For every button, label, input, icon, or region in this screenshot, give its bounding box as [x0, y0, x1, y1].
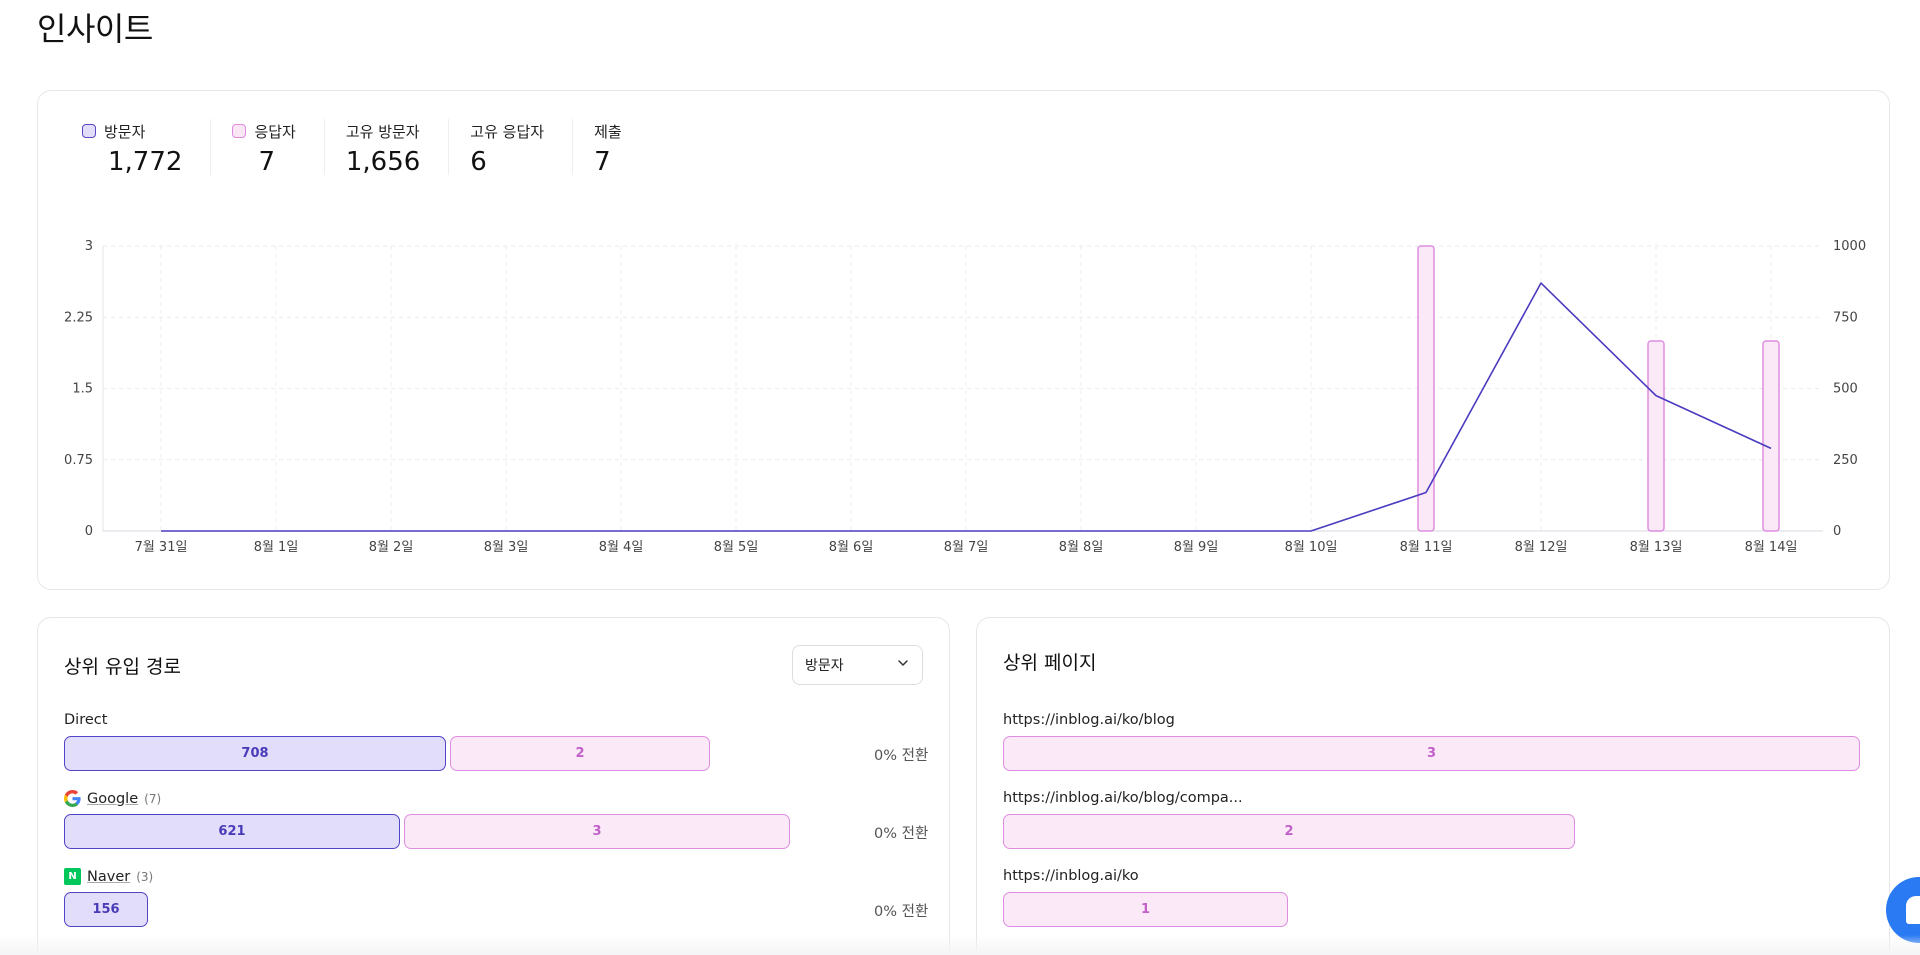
metric-dropdown[interactable]: 방문자 — [792, 645, 923, 685]
top-pages-card: 상위 페이지 https://inblog.ai/ko/blog 3 https… — [976, 617, 1890, 955]
x-tick-label: 8월 1일 — [254, 540, 299, 555]
y-left-tick-label: 1.5 — [72, 382, 93, 397]
stat-value: 6 — [470, 147, 487, 177]
stat-label: 응답자 — [254, 122, 296, 141]
x-tick-label: 8월 6일 — [829, 540, 874, 555]
chat-icon — [1906, 896, 1920, 924]
stat-submissions: 제출 7 — [572, 119, 650, 177]
stat-unique-responders: 고유 응답자 6 — [448, 119, 572, 177]
google-icon — [64, 790, 81, 807]
y-right-tick-label: 250 — [1833, 453, 1858, 468]
x-tick-label: 7월 31일 — [135, 540, 188, 555]
bar-value: 3 — [592, 824, 602, 839]
visitors-legend-swatch[interactable] — [82, 124, 96, 138]
chat-support-button[interactable] — [1886, 877, 1920, 943]
page-url-text: https://inblog.ai/ko/blog/compa... — [1003, 790, 1243, 806]
stat-value: 1,772 — [108, 147, 183, 177]
conversion-rate: 0% 전환 — [874, 826, 929, 842]
naver-icon: N — [64, 868, 81, 885]
page-responders-bar[interactable]: 3 — [1003, 736, 1860, 771]
referrer-responders-bar[interactable]: 3 — [404, 814, 790, 849]
referrer-responders-bar[interactable]: 2 — [450, 736, 710, 771]
stat-value: 1,656 — [345, 147, 421, 177]
responders-bar — [1762, 340, 1780, 532]
y-right-tick-label: 500 — [1833, 382, 1858, 397]
conversion-rate: 0% 전환 — [874, 748, 929, 764]
combo-chart: 0 0.75 1.5 2.25 3 0 250 500 750 1000 7월 31일 8월 1일 8월… — [64, 239, 1866, 555]
page-url-text: https://inblog.ai/ko/blog — [1003, 712, 1175, 728]
x-tick-label: 8월 12일 — [1515, 540, 1568, 555]
x-tick-label: 8월 2일 — [369, 540, 414, 555]
x-tick-label: 8월 10일 — [1285, 540, 1338, 555]
bar-value: 156 — [92, 902, 120, 917]
y-left-tick-label: 2.25 — [64, 310, 93, 325]
x-tick-label: 8월 4일 — [599, 540, 644, 555]
conversion-rate: 0% 전환 — [874, 904, 929, 920]
referrer-visitors-bar[interactable]: 621 — [64, 814, 400, 849]
referrer-row-label: Direct — [64, 712, 107, 728]
stat-label: 제출 — [594, 122, 622, 141]
page-url[interactable]: https://inblog.ai/ko/blog/compa... — [1003, 790, 1243, 806]
bar-value: 2 — [1284, 824, 1294, 839]
stat-responders[interactable]: 응답자 7 — [210, 119, 323, 177]
top-referrers-card: 상위 유입 경로 방문자 Direct 708 2 0% 전환 Google (… — [37, 617, 950, 955]
bar-value: 2 — [575, 746, 585, 761]
x-tick-label: 8월 13일 — [1630, 540, 1683, 555]
stat-value: 7 — [258, 147, 275, 177]
bar-value: 708 — [241, 746, 269, 761]
stat-label: 방문자 — [104, 122, 146, 141]
page-url-text: https://inblog.ai/ko — [1003, 868, 1139, 884]
y-left-tick-label: 3 — [85, 239, 93, 254]
y-left-tick-label: 0.75 — [64, 453, 93, 468]
section-title: 상위 페이지 — [1003, 652, 1097, 674]
stat-value: 7 — [594, 147, 611, 177]
x-tick-label: 8월 3일 — [484, 540, 529, 555]
page-responders-bar[interactable]: 2 — [1003, 814, 1575, 849]
stat-visitors[interactable]: 방문자 1,772 — [82, 119, 210, 177]
x-tick-label: 8월 14일 — [1745, 540, 1798, 555]
referrer-row-label: Google (7) — [64, 790, 161, 807]
page-url[interactable]: https://inblog.ai/ko/blog — [1003, 712, 1175, 728]
dropdown-selected: 방문자 — [805, 658, 844, 674]
visitors-line — [161, 282, 1772, 532]
referrer-name[interactable]: Naver — [87, 868, 131, 885]
bar-value: 1 — [1140, 902, 1151, 917]
referrer-visitors-bar[interactable]: 708 — [64, 736, 446, 771]
stat-label: 고유 응답자 — [470, 122, 545, 141]
y-left-tick-label: 0 — [85, 524, 93, 539]
x-tick-label: 8월 9일 — [1174, 540, 1219, 555]
referrer-name: Direct — [64, 712, 108, 728]
y-right-tick-label: 750 — [1833, 310, 1858, 325]
y-right-tick-label: 1000 — [1833, 239, 1866, 254]
responders-bar — [1417, 245, 1435, 532]
page-responders-bar[interactable]: 1 — [1003, 892, 1288, 927]
stats-summary: 방문자 1,772 응답자 7 고유 방문자 1,656 고유 응답자 6 제출… — [82, 119, 650, 177]
bottom-fade — [0, 935, 1920, 955]
stat-unique-visitors: 고유 방문자 1,656 — [323, 119, 448, 177]
stat-label: 고유 방문자 — [345, 122, 420, 141]
referrer-name[interactable]: Google — [87, 790, 139, 807]
x-tick-label: 8월 7일 — [944, 540, 989, 555]
page-title: 인사이트 — [37, 10, 153, 48]
x-tick-label: 8월 5일 — [714, 540, 759, 555]
bar-value: 621 — [218, 824, 246, 839]
x-tick-label: 8월 8일 — [1059, 540, 1104, 555]
referrer-count: (7) — [144, 791, 162, 806]
page-url[interactable]: https://inblog.ai/ko — [1003, 868, 1139, 884]
referrer-count: (3) — [136, 869, 154, 884]
bar-value: 3 — [1426, 746, 1437, 761]
referrer-row-label: N Naver (3) — [64, 868, 153, 885]
section-title: 상위 유입 경로 — [64, 656, 181, 678]
referrer-visitors-bar[interactable]: 156 — [64, 892, 148, 927]
y-right-tick-label: 0 — [1833, 524, 1841, 539]
chevron-down-icon — [896, 656, 910, 674]
responders-bar — [1647, 340, 1665, 532]
x-tick-label: 8월 11일 — [1400, 540, 1453, 555]
responders-legend-swatch[interactable] — [232, 124, 247, 138]
insights-chart-card: 방문자 1,772 응답자 7 고유 방문자 1,656 고유 응답자 6 제출… — [37, 90, 1890, 590]
